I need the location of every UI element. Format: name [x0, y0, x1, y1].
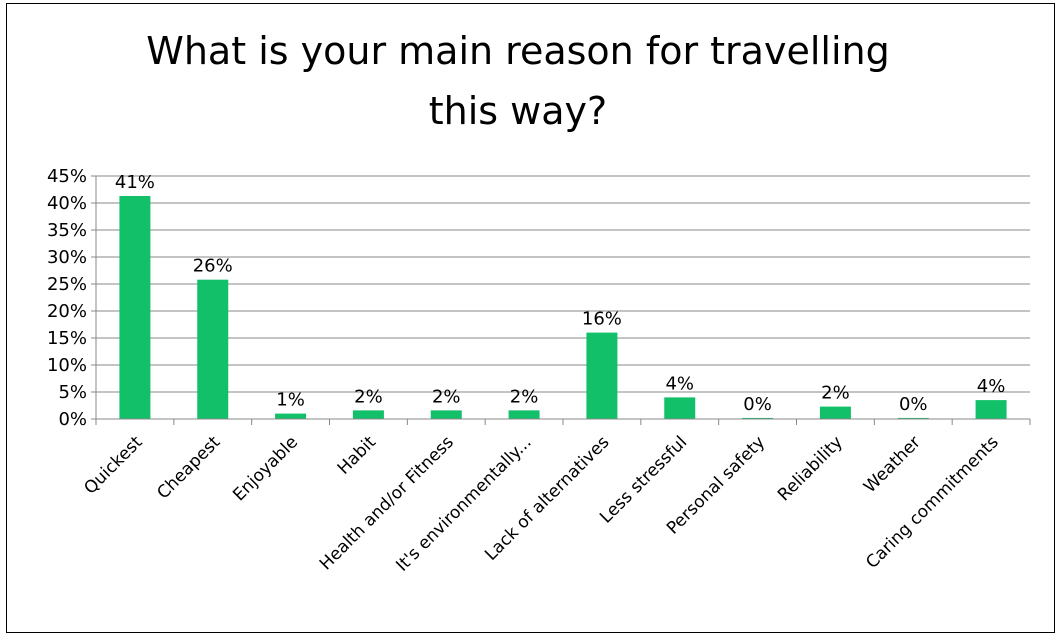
bar — [430, 410, 462, 419]
x-tick-label: Cheapest — [153, 432, 224, 503]
data-label: 4% — [977, 376, 1006, 397]
y-tick-label: 45% — [47, 166, 87, 187]
data-label: 4% — [665, 373, 694, 394]
data-label: 26% — [193, 256, 233, 277]
bar — [819, 406, 851, 419]
x-tick-label: It's environmentally... — [392, 432, 535, 575]
bar-chart: What is your main reason for travelling … — [47, 29, 1031, 576]
y-tick-label: 20% — [47, 301, 87, 322]
chart-title: What is your main reason for travelling … — [146, 29, 889, 133]
x-tick-label: Quickest — [80, 432, 146, 498]
data-label: 2% — [821, 383, 850, 404]
bars — [119, 195, 1007, 419]
data-label: 41% — [115, 172, 155, 193]
data-label: 2% — [510, 386, 539, 407]
data-label: 0% — [899, 394, 928, 415]
chart-title-line-2: this way? — [429, 89, 607, 133]
bar — [119, 195, 151, 419]
bar — [275, 413, 307, 419]
data-label: 2% — [432, 386, 461, 407]
bar — [586, 332, 618, 419]
x-tick-label: Enjoyable — [229, 432, 302, 505]
x-tick-label: Weather — [860, 432, 925, 497]
bar — [508, 410, 540, 419]
data-label: 16% — [582, 309, 622, 330]
bar — [197, 279, 229, 419]
data-label: 2% — [354, 386, 383, 407]
x-tick-label: Reliability — [774, 432, 847, 505]
bar — [897, 417, 929, 419]
bar — [352, 410, 384, 419]
gridlines — [96, 175, 1030, 393]
bar — [664, 397, 696, 419]
data-label: 0% — [743, 394, 772, 415]
x-tick-label: Caring commitments — [862, 432, 1002, 572]
y-tick-label: 5% — [58, 382, 87, 403]
x-tick-label: Health and/or Fitness — [316, 432, 458, 574]
y-axis: 0% 5% 10% 15% 20% 25% 30% 35% 40% 45% — [47, 166, 97, 430]
bar — [742, 417, 774, 419]
y-tick-label: 30% — [47, 247, 87, 268]
data-label: 1% — [276, 390, 305, 411]
y-tick-label: 40% — [47, 193, 87, 214]
y-tick-label: 10% — [47, 355, 87, 376]
chart-frame: What is your main reason for travelling … — [6, 3, 1055, 633]
data-labels: 41% 26% 1% 2% 2% 2% 16% 4% 0% 2% 0% 4% — [115, 172, 1005, 415]
bar — [975, 400, 1007, 419]
y-tick-label: 15% — [47, 328, 87, 349]
y-tick-label: 25% — [47, 274, 87, 295]
x-tick-label: Habit — [334, 432, 380, 478]
chart-title-line-1: What is your main reason for travelling — [146, 29, 889, 73]
y-tick-label: 35% — [47, 220, 87, 241]
y-tick-label: 0% — [58, 409, 87, 430]
